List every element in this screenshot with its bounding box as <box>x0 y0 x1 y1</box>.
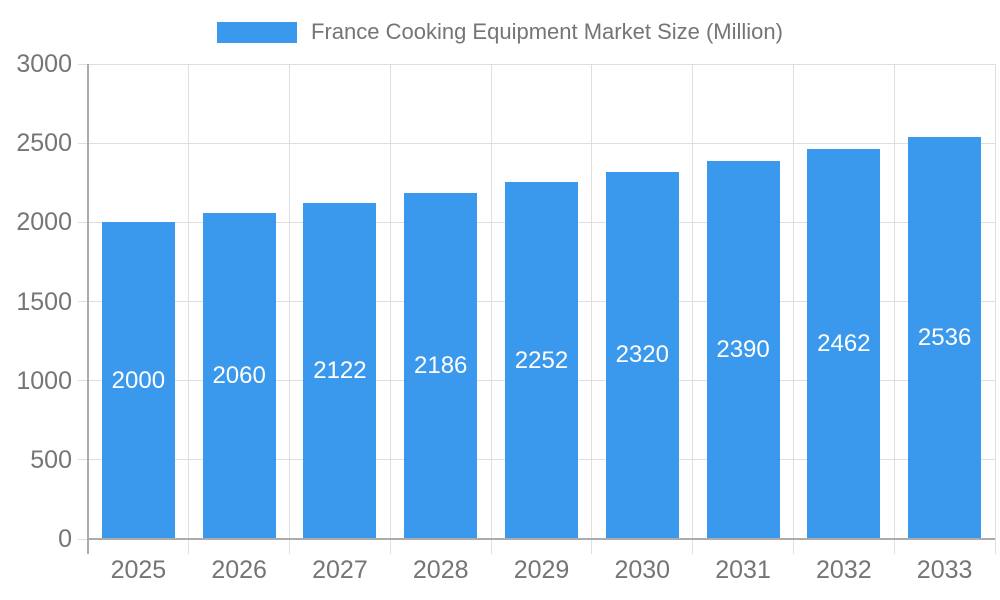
gridline-x-6 <box>692 64 694 554</box>
y-axis-tick-label: 1000 <box>16 366 72 395</box>
bar-value-label-2032: 2462 <box>817 330 871 358</box>
bar-2031[interactable] <box>706 160 780 539</box>
gridline-x-1 <box>188 64 190 554</box>
y-axis-line <box>87 64 89 554</box>
x-axis-tick-label-2028: 2028 <box>412 556 469 584</box>
y-axis-tick-label: 3000 <box>16 50 72 78</box>
gridline-x-5 <box>591 64 593 554</box>
bar-value-label-2030: 2320 <box>615 341 669 369</box>
bar-value-label-2031: 2390 <box>716 335 770 363</box>
gridline-y-2500 <box>78 142 995 144</box>
x-axis-tick-label-2031: 2031 <box>715 556 771 584</box>
x-axis-tick-label-2027: 2027 <box>312 556 368 584</box>
x-axis-tick-label-2026: 2026 <box>211 556 267 584</box>
y-axis-tick-label: 1500 <box>16 287 72 316</box>
bar-2032[interactable] <box>807 149 881 539</box>
gridline-x-7 <box>792 64 794 554</box>
legend-swatch <box>217 21 298 43</box>
bar-2033[interactable] <box>908 137 982 539</box>
bar-value-label-2026: 2060 <box>212 361 266 389</box>
x-axis-line <box>88 538 995 540</box>
bar-2029[interactable] <box>505 182 578 539</box>
x-axis-tick-label-2032: 2032 <box>816 556 872 584</box>
bar-value-label-2029: 2252 <box>514 346 569 374</box>
x-axis-tick-label-2033: 2033 <box>916 556 973 584</box>
gridline-x-8 <box>893 64 895 554</box>
y-axis-tick-label: 2500 <box>16 129 72 158</box>
y-axis-tick-label: 0 <box>58 525 72 553</box>
x-axis-tick-label-2025: 2025 <box>110 556 167 584</box>
bar-value-label-2025: 2000 <box>111 366 166 394</box>
gridline-x-4 <box>490 64 492 554</box>
bar-2025[interactable] <box>101 222 175 539</box>
bar-2027[interactable] <box>303 203 377 539</box>
bar-2028[interactable] <box>404 192 478 539</box>
gridline-y-3000 <box>78 63 995 65</box>
y-axis-tick-label: 2000 <box>16 208 72 237</box>
legend-label: France Cooking Equipment Market Size (Mi… <box>311 19 783 44</box>
bar-2030[interactable] <box>605 171 679 539</box>
gridline-x-3 <box>389 64 391 554</box>
bar-2026[interactable] <box>202 212 276 539</box>
legend-item[interactable]: France Cooking Equipment Market Size (Mi… <box>0 19 1000 44</box>
bar-value-label-2033: 2536 <box>917 324 972 352</box>
x-axis-tick-label-2030: 2030 <box>614 556 671 584</box>
bar-value-label-2028: 2186 <box>414 351 468 379</box>
bar-value-label-2027: 2122 <box>313 357 367 384</box>
y-axis-tick-label: 500 <box>30 445 72 474</box>
x-axis-tick-label-2029: 2029 <box>513 556 570 584</box>
gridline-x-9 <box>994 64 996 554</box>
gridline-x-2 <box>289 64 291 554</box>
